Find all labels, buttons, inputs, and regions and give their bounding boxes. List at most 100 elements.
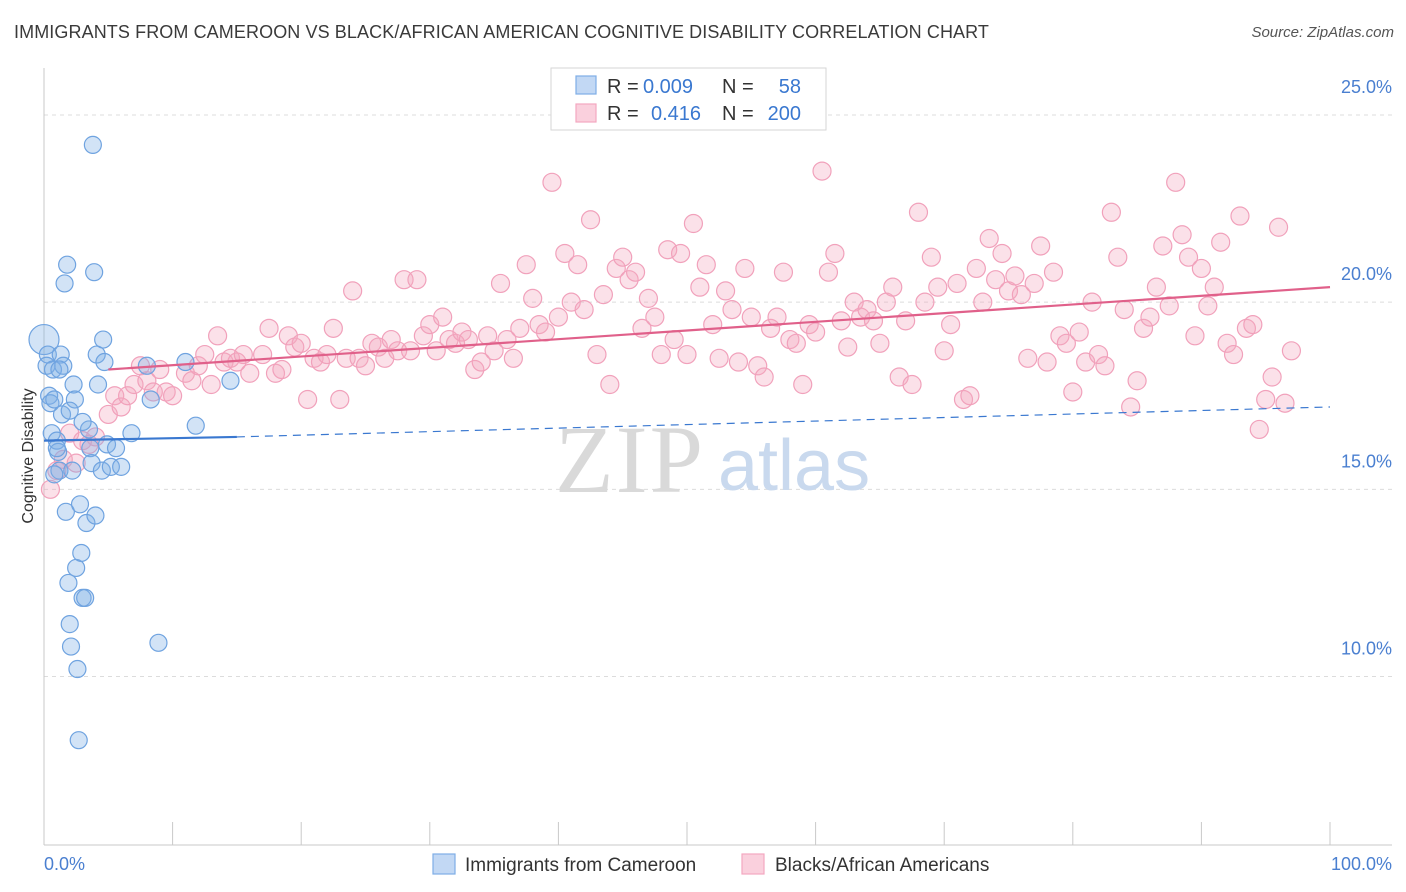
point-cameroon-57 — [73, 412, 92, 432]
point-black-181 — [1223, 344, 1244, 365]
point-black-163 — [1108, 247, 1128, 267]
point-black-118 — [818, 262, 839, 282]
watermark-zip: ZIP — [555, 406, 705, 513]
point-black-7 — [85, 427, 106, 447]
chart-title: IMMIGRANTS FROM CAMEROON VS BLACK/AFRICA… — [14, 22, 990, 42]
point-cameroon-22 — [65, 390, 84, 409]
point-black-63 — [465, 359, 485, 380]
point-black-133 — [915, 292, 935, 312]
point-black-171 — [1159, 296, 1179, 316]
point-black-177 — [1198, 296, 1218, 316]
point-black-76 — [548, 307, 569, 327]
source-label: Source: ZipAtlas.com — [1251, 24, 1394, 41]
point-black-103 — [722, 300, 742, 320]
point-black-93 — [658, 240, 678, 260]
point-cameroon-6 — [43, 360, 63, 379]
point-black-168 — [1140, 307, 1160, 327]
legend-r-label-1: R = — [607, 76, 639, 98]
point-cameroon-43 — [101, 457, 120, 476]
point-black-55 — [413, 326, 433, 346]
point-black-145 — [992, 243, 1012, 264]
point-black-106 — [741, 307, 761, 327]
point-black-111 — [773, 262, 794, 282]
legend-frame — [550, 67, 827, 131]
point-black-160 — [1088, 344, 1109, 365]
legend-n-value-2: 200 — [768, 103, 801, 125]
point-black-92 — [651, 344, 671, 365]
point-black-74 — [535, 322, 556, 342]
y-tick-labels: 10.0% 15.0% 20.0% 25.0% — [1341, 77, 1392, 659]
point-cameroon-24 — [68, 659, 87, 679]
point-black-154 — [1050, 326, 1070, 346]
point-black-91 — [645, 307, 665, 327]
point-black-148 — [1011, 285, 1031, 305]
point-black-81 — [580, 210, 601, 230]
point-black-69 — [503, 348, 523, 368]
point-black-104 — [728, 352, 749, 372]
point-black-157 — [1069, 322, 1089, 342]
point-black-73 — [529, 314, 549, 335]
bottom-legend-swatch-black — [741, 853, 765, 875]
point-black-156 — [1063, 382, 1083, 402]
point-cameroon-46 — [122, 424, 141, 443]
point-black-102 — [715, 281, 736, 301]
point-black-125 — [863, 311, 884, 331]
point-black-167 — [1133, 318, 1154, 338]
point-black-98 — [690, 277, 710, 297]
point-black-85 — [606, 258, 626, 279]
series-cameroon-front — [28, 135, 240, 750]
point-black-116 — [805, 322, 826, 342]
point-black-105 — [735, 258, 755, 279]
point-black-179 — [1211, 232, 1231, 252]
point-black-140 — [960, 386, 980, 406]
point-black-72 — [523, 288, 543, 308]
point-cameroon-25 — [69, 731, 88, 750]
legend-r-value-1: 0.009 — [643, 76, 693, 98]
point-black-131 — [902, 374, 922, 395]
point-black-147 — [1005, 266, 1025, 286]
legend-n-label-2: N = — [722, 103, 754, 125]
x-tick-label-max: 100.0% — [1331, 854, 1392, 874]
y-tick-label-15: 15.0% — [1341, 451, 1392, 471]
point-cameroon-17 — [59, 573, 78, 593]
y-tick-label-25: 25.0% — [1341, 77, 1392, 97]
y-axis-title: Cognitive Disability — [20, 388, 37, 523]
point-black-137 — [941, 314, 961, 335]
point-black-134 — [921, 247, 941, 267]
point-black-96 — [677, 344, 697, 365]
point-black-182 — [1230, 206, 1250, 226]
point-black-22 — [195, 344, 215, 365]
point-cameroon-49 — [149, 633, 168, 652]
point-black-190 — [1281, 341, 1302, 361]
point-black-155 — [1056, 333, 1076, 353]
point-black-67 — [490, 273, 511, 294]
legend-n-value-1: 58 — [779, 76, 801, 98]
point-black-50 — [381, 329, 401, 350]
point-black-95 — [670, 243, 691, 264]
point-cameroon-26 — [70, 495, 90, 514]
point-black-114 — [793, 374, 813, 395]
point-cameroon-54 — [45, 465, 64, 484]
point-black-136 — [934, 341, 954, 361]
point-black-100 — [703, 314, 723, 335]
bottom-legend-swatch-cameroon — [432, 853, 456, 875]
point-black-0 — [40, 479, 61, 499]
point-black-108 — [754, 367, 774, 387]
point-black-42 — [330, 389, 350, 410]
point-cameroon-31 — [79, 420, 99, 439]
point-black-10 — [111, 397, 131, 417]
x-axis-ticks — [43, 822, 1331, 845]
point-black-175 — [1185, 326, 1205, 346]
point-black-33 — [272, 359, 292, 380]
trend-black — [108, 286, 1331, 371]
y-tick-label-10: 10.0% — [1341, 639, 1392, 659]
point-black-165 — [1121, 397, 1141, 417]
point-black-14 — [137, 371, 157, 391]
point-black-75 — [542, 172, 562, 192]
trend-lines — [43, 286, 1331, 442]
legend-box: R = 0.009 N = 58 R = 0.416 N = 200 — [550, 67, 827, 131]
point-cameroon-20 — [63, 461, 82, 480]
grid-lines — [44, 114, 1392, 678]
point-black-71 — [516, 255, 536, 275]
